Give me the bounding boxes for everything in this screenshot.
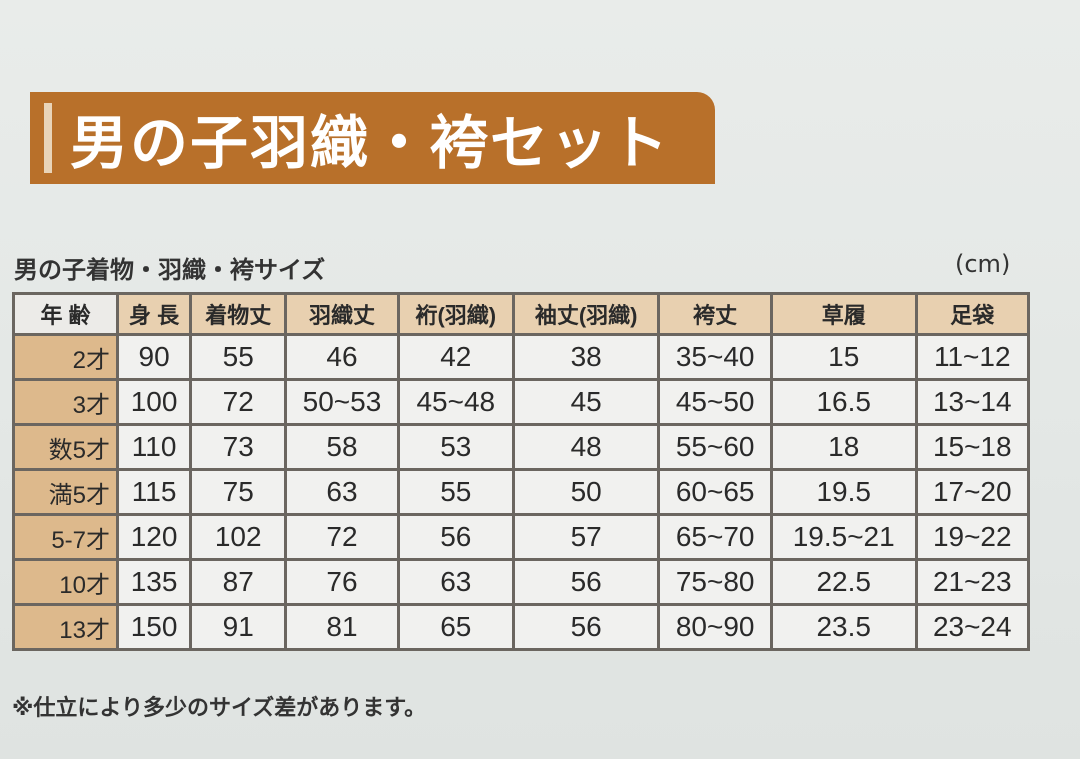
table-cell: 75~80 — [657, 558, 773, 606]
table-cell: 150 — [115, 603, 193, 651]
page-title: 男の子羽織・袴セット — [70, 109, 671, 177]
table-cell: 72 — [189, 378, 288, 426]
column-header: 足袋 — [914, 292, 1031, 336]
table-cell: 15 — [769, 333, 918, 381]
table-cell: 16.5 — [769, 378, 918, 426]
column-header: 羽織丈 — [284, 292, 400, 336]
table-cell: 19.5 — [769, 468, 918, 516]
column-header: 草履 — [769, 292, 918, 336]
table-cell: 87 — [189, 558, 288, 606]
table-cell: 45~48 — [396, 378, 515, 426]
table-cell: 50 — [511, 468, 661, 516]
title-banner: 男の子羽織・袴セット — [30, 92, 715, 184]
table-caption: 男の子着物・羽織・袴サイズ — [14, 256, 326, 284]
table-cell: 65 — [396, 603, 515, 651]
table-row: 10才 135 87 76 63 56 75~80 22.5 21~23 — [12, 558, 1031, 606]
column-header: 年 齢 — [12, 292, 119, 336]
table-cell: 80~90 — [657, 603, 773, 651]
table-cell: 18 — [769, 423, 918, 471]
table-cell: 38 — [511, 333, 661, 381]
column-header: 袴丈 — [657, 292, 773, 336]
table-cell: 35~40 — [657, 333, 773, 381]
table-cell: 73 — [189, 423, 288, 471]
table-cell: 110 — [115, 423, 193, 471]
table-row: 2才 90 55 46 42 38 35~40 15 11~12 — [12, 333, 1031, 381]
table-cell: 45 — [511, 378, 661, 426]
size-table: 年 齢身 長着物丈 羽織丈 裄(羽織) 袖丈(羽織) 袴丈 草履 足袋 2才 90 55 46 42… — [12, 292, 1031, 651]
table-row: 13才 150 91 81 65 56 80~90 23.5 23~24 — [12, 603, 1031, 651]
table-cell: 55 — [189, 333, 288, 381]
table-cell: 75 — [189, 468, 288, 516]
age-cell: 3才 — [12, 378, 119, 426]
table-cell: 56 — [511, 558, 661, 606]
table-cell: 42 — [396, 333, 515, 381]
age-cell: 2才 — [12, 333, 119, 381]
table-cell: 19.5~21 — [769, 513, 918, 561]
table-row: 5-7才 120 102 72 56 57 65~70 19.5~21 19~22 — [12, 513, 1031, 561]
table-cell: 22.5 — [769, 558, 918, 606]
table-cell: 72 — [284, 513, 400, 561]
table-cell: 23.5 — [769, 603, 918, 651]
banner-accent — [44, 103, 52, 173]
column-header: 身 長 — [115, 292, 193, 336]
table-cell: 53 — [396, 423, 515, 471]
table-cell: 45~50 — [657, 378, 773, 426]
table-cell: 120 — [115, 513, 193, 561]
table-cell: 102 — [189, 513, 288, 561]
table-cell: 57 — [511, 513, 661, 561]
header-row: 年 齢身 長着物丈 羽織丈 裄(羽織) 袖丈(羽織) 袴丈 草履 足袋 — [12, 292, 1031, 336]
unit-label: (cm) — [955, 250, 1011, 278]
table-cell: 63 — [284, 468, 400, 516]
table-cell: 91 — [189, 603, 288, 651]
age-cell: 13才 — [12, 603, 119, 651]
table-cell: 58 — [284, 423, 400, 471]
table-cell: 19~22 — [914, 513, 1031, 561]
table-cell: 65~70 — [657, 513, 773, 561]
table-cell: 60~65 — [657, 468, 773, 516]
table-cell: 50~53 — [284, 378, 400, 426]
age-cell: 満5才 — [12, 468, 119, 516]
column-header: 裄(羽織) — [396, 292, 515, 336]
table-cell: 11~12 — [914, 333, 1031, 381]
table-row: 満5才 115 75 63 55 50 60~65 19.5 17~20 — [12, 468, 1031, 516]
table-cell: 135 — [115, 558, 193, 606]
table-cell: 90 — [115, 333, 193, 381]
table-cell: 13~14 — [914, 378, 1031, 426]
table-cell: 56 — [396, 513, 515, 561]
table-cell: 48 — [511, 423, 661, 471]
age-cell: 数5才 — [12, 423, 119, 471]
table-cell: 21~23 — [914, 558, 1031, 606]
table-cell: 63 — [396, 558, 515, 606]
table-cell: 56 — [511, 603, 661, 651]
table-cell: 100 — [115, 378, 193, 426]
table-cell: 15~18 — [914, 423, 1031, 471]
age-cell: 10才 — [12, 558, 119, 606]
table-cell: 115 — [115, 468, 193, 516]
table-cell: 55 — [396, 468, 515, 516]
footnote: ※仕立により多少のサイズ差があります。 — [12, 696, 427, 721]
column-header: 袖丈(羽織) — [511, 292, 661, 336]
table-cell: 76 — [284, 558, 400, 606]
table-cell: 55~60 — [657, 423, 773, 471]
column-header: 着物丈 — [189, 292, 288, 336]
table-cell: 81 — [284, 603, 400, 651]
table-cell: 46 — [284, 333, 400, 381]
table-row: 数5才 110 73 58 53 48 55~60 18 15~18 — [12, 423, 1031, 471]
table-cell: 17~20 — [914, 468, 1031, 516]
table-row: 3才 100 72 50~53 45~48 45 45~50 16.5 13~14 — [12, 378, 1031, 426]
table-cell: 23~24 — [914, 603, 1031, 651]
age-cell: 5-7才 — [12, 513, 119, 561]
